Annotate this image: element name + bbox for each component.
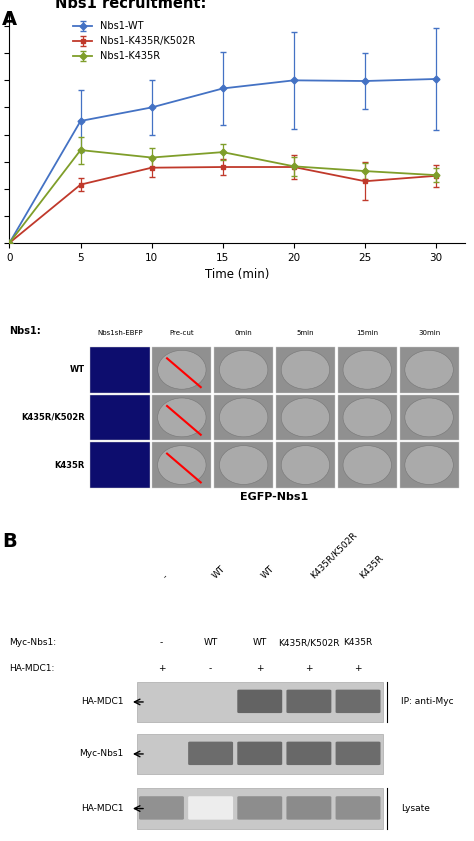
Text: Pre-cut: Pre-cut xyxy=(170,331,194,336)
FancyBboxPatch shape xyxy=(336,796,381,820)
Bar xyxy=(152,394,211,440)
X-axis label: Time (min): Time (min) xyxy=(205,268,269,281)
Text: HA-MDC1:: HA-MDC1: xyxy=(9,664,55,674)
Text: -: - xyxy=(162,572,170,580)
Bar xyxy=(137,734,383,774)
Ellipse shape xyxy=(343,398,392,436)
Ellipse shape xyxy=(219,398,268,436)
Text: WT: WT xyxy=(210,564,227,580)
Bar xyxy=(152,347,211,393)
Bar xyxy=(91,394,150,440)
FancyBboxPatch shape xyxy=(237,690,282,713)
Text: +: + xyxy=(256,664,264,674)
Ellipse shape xyxy=(281,351,330,389)
FancyBboxPatch shape xyxy=(237,742,282,765)
Text: WT: WT xyxy=(260,564,276,580)
Ellipse shape xyxy=(219,351,268,389)
Bar xyxy=(337,347,397,393)
Text: K435R/K502R: K435R/K502R xyxy=(278,638,340,648)
Text: WT: WT xyxy=(203,638,218,648)
FancyBboxPatch shape xyxy=(286,796,331,820)
Text: K435R/K502R: K435R/K502R xyxy=(21,413,84,422)
Bar xyxy=(91,442,150,488)
FancyBboxPatch shape xyxy=(139,796,184,820)
Bar xyxy=(137,682,383,722)
Ellipse shape xyxy=(281,398,330,436)
Bar xyxy=(276,394,335,440)
Ellipse shape xyxy=(405,398,453,436)
Text: Myc-Nbs1: Myc-Nbs1 xyxy=(79,749,123,759)
FancyBboxPatch shape xyxy=(286,742,331,765)
Text: K435R/K502R: K435R/K502R xyxy=(309,531,359,580)
Text: -: - xyxy=(209,664,212,674)
Text: Nbs1:: Nbs1: xyxy=(9,326,41,336)
Text: +: + xyxy=(354,664,362,674)
Text: 30min: 30min xyxy=(418,331,440,336)
Text: WT: WT xyxy=(69,365,84,374)
Text: A: A xyxy=(2,10,18,29)
Ellipse shape xyxy=(405,446,453,484)
FancyBboxPatch shape xyxy=(336,690,381,713)
Bar xyxy=(91,347,150,393)
FancyBboxPatch shape xyxy=(336,742,381,765)
Text: IP: anti-Myc: IP: anti-Myc xyxy=(401,697,454,706)
Text: Nbs1 recruitment:: Nbs1 recruitment: xyxy=(55,0,206,12)
Bar xyxy=(400,347,459,393)
Legend: Nbs1-WT, Nbs1-K435R/K502R, Nbs1-K435R: Nbs1-WT, Nbs1-K435R/K502R, Nbs1-K435R xyxy=(69,18,199,65)
Bar xyxy=(214,442,273,488)
Text: B: B xyxy=(2,532,17,551)
Ellipse shape xyxy=(281,446,330,484)
Text: K435R: K435R xyxy=(358,553,385,580)
Ellipse shape xyxy=(343,351,392,389)
Ellipse shape xyxy=(157,398,206,436)
Text: K435R: K435R xyxy=(54,461,84,469)
Bar xyxy=(276,347,335,393)
Text: Nbs1sh-EBFP: Nbs1sh-EBFP xyxy=(97,331,143,336)
Text: +: + xyxy=(158,664,165,674)
Bar xyxy=(400,394,459,440)
Text: -: - xyxy=(160,638,163,648)
Text: 15min: 15min xyxy=(356,331,378,336)
Bar xyxy=(214,347,273,393)
Text: Lysate: Lysate xyxy=(401,804,430,813)
Text: 0min: 0min xyxy=(235,331,253,336)
Text: K435R: K435R xyxy=(344,638,373,648)
FancyBboxPatch shape xyxy=(286,690,331,713)
Bar xyxy=(400,442,459,488)
Text: Myc-Nbs1:: Myc-Nbs1: xyxy=(9,638,56,648)
Ellipse shape xyxy=(157,446,206,484)
FancyBboxPatch shape xyxy=(188,742,233,765)
Ellipse shape xyxy=(219,446,268,484)
Bar xyxy=(276,442,335,488)
Ellipse shape xyxy=(343,446,392,484)
Text: +: + xyxy=(305,664,313,674)
Text: WT: WT xyxy=(253,638,267,648)
Bar xyxy=(214,394,273,440)
FancyBboxPatch shape xyxy=(188,796,233,820)
Text: HA-MDC1: HA-MDC1 xyxy=(81,804,123,813)
Ellipse shape xyxy=(157,351,206,389)
FancyBboxPatch shape xyxy=(237,796,282,820)
Text: HA-MDC1: HA-MDC1 xyxy=(81,697,123,706)
Bar xyxy=(152,442,211,488)
Bar xyxy=(137,788,383,828)
Ellipse shape xyxy=(405,351,453,389)
Text: 5min: 5min xyxy=(297,331,314,336)
Bar xyxy=(337,394,397,440)
Bar xyxy=(337,442,397,488)
Text: EGFP-Nbs1: EGFP-Nbs1 xyxy=(240,492,309,502)
